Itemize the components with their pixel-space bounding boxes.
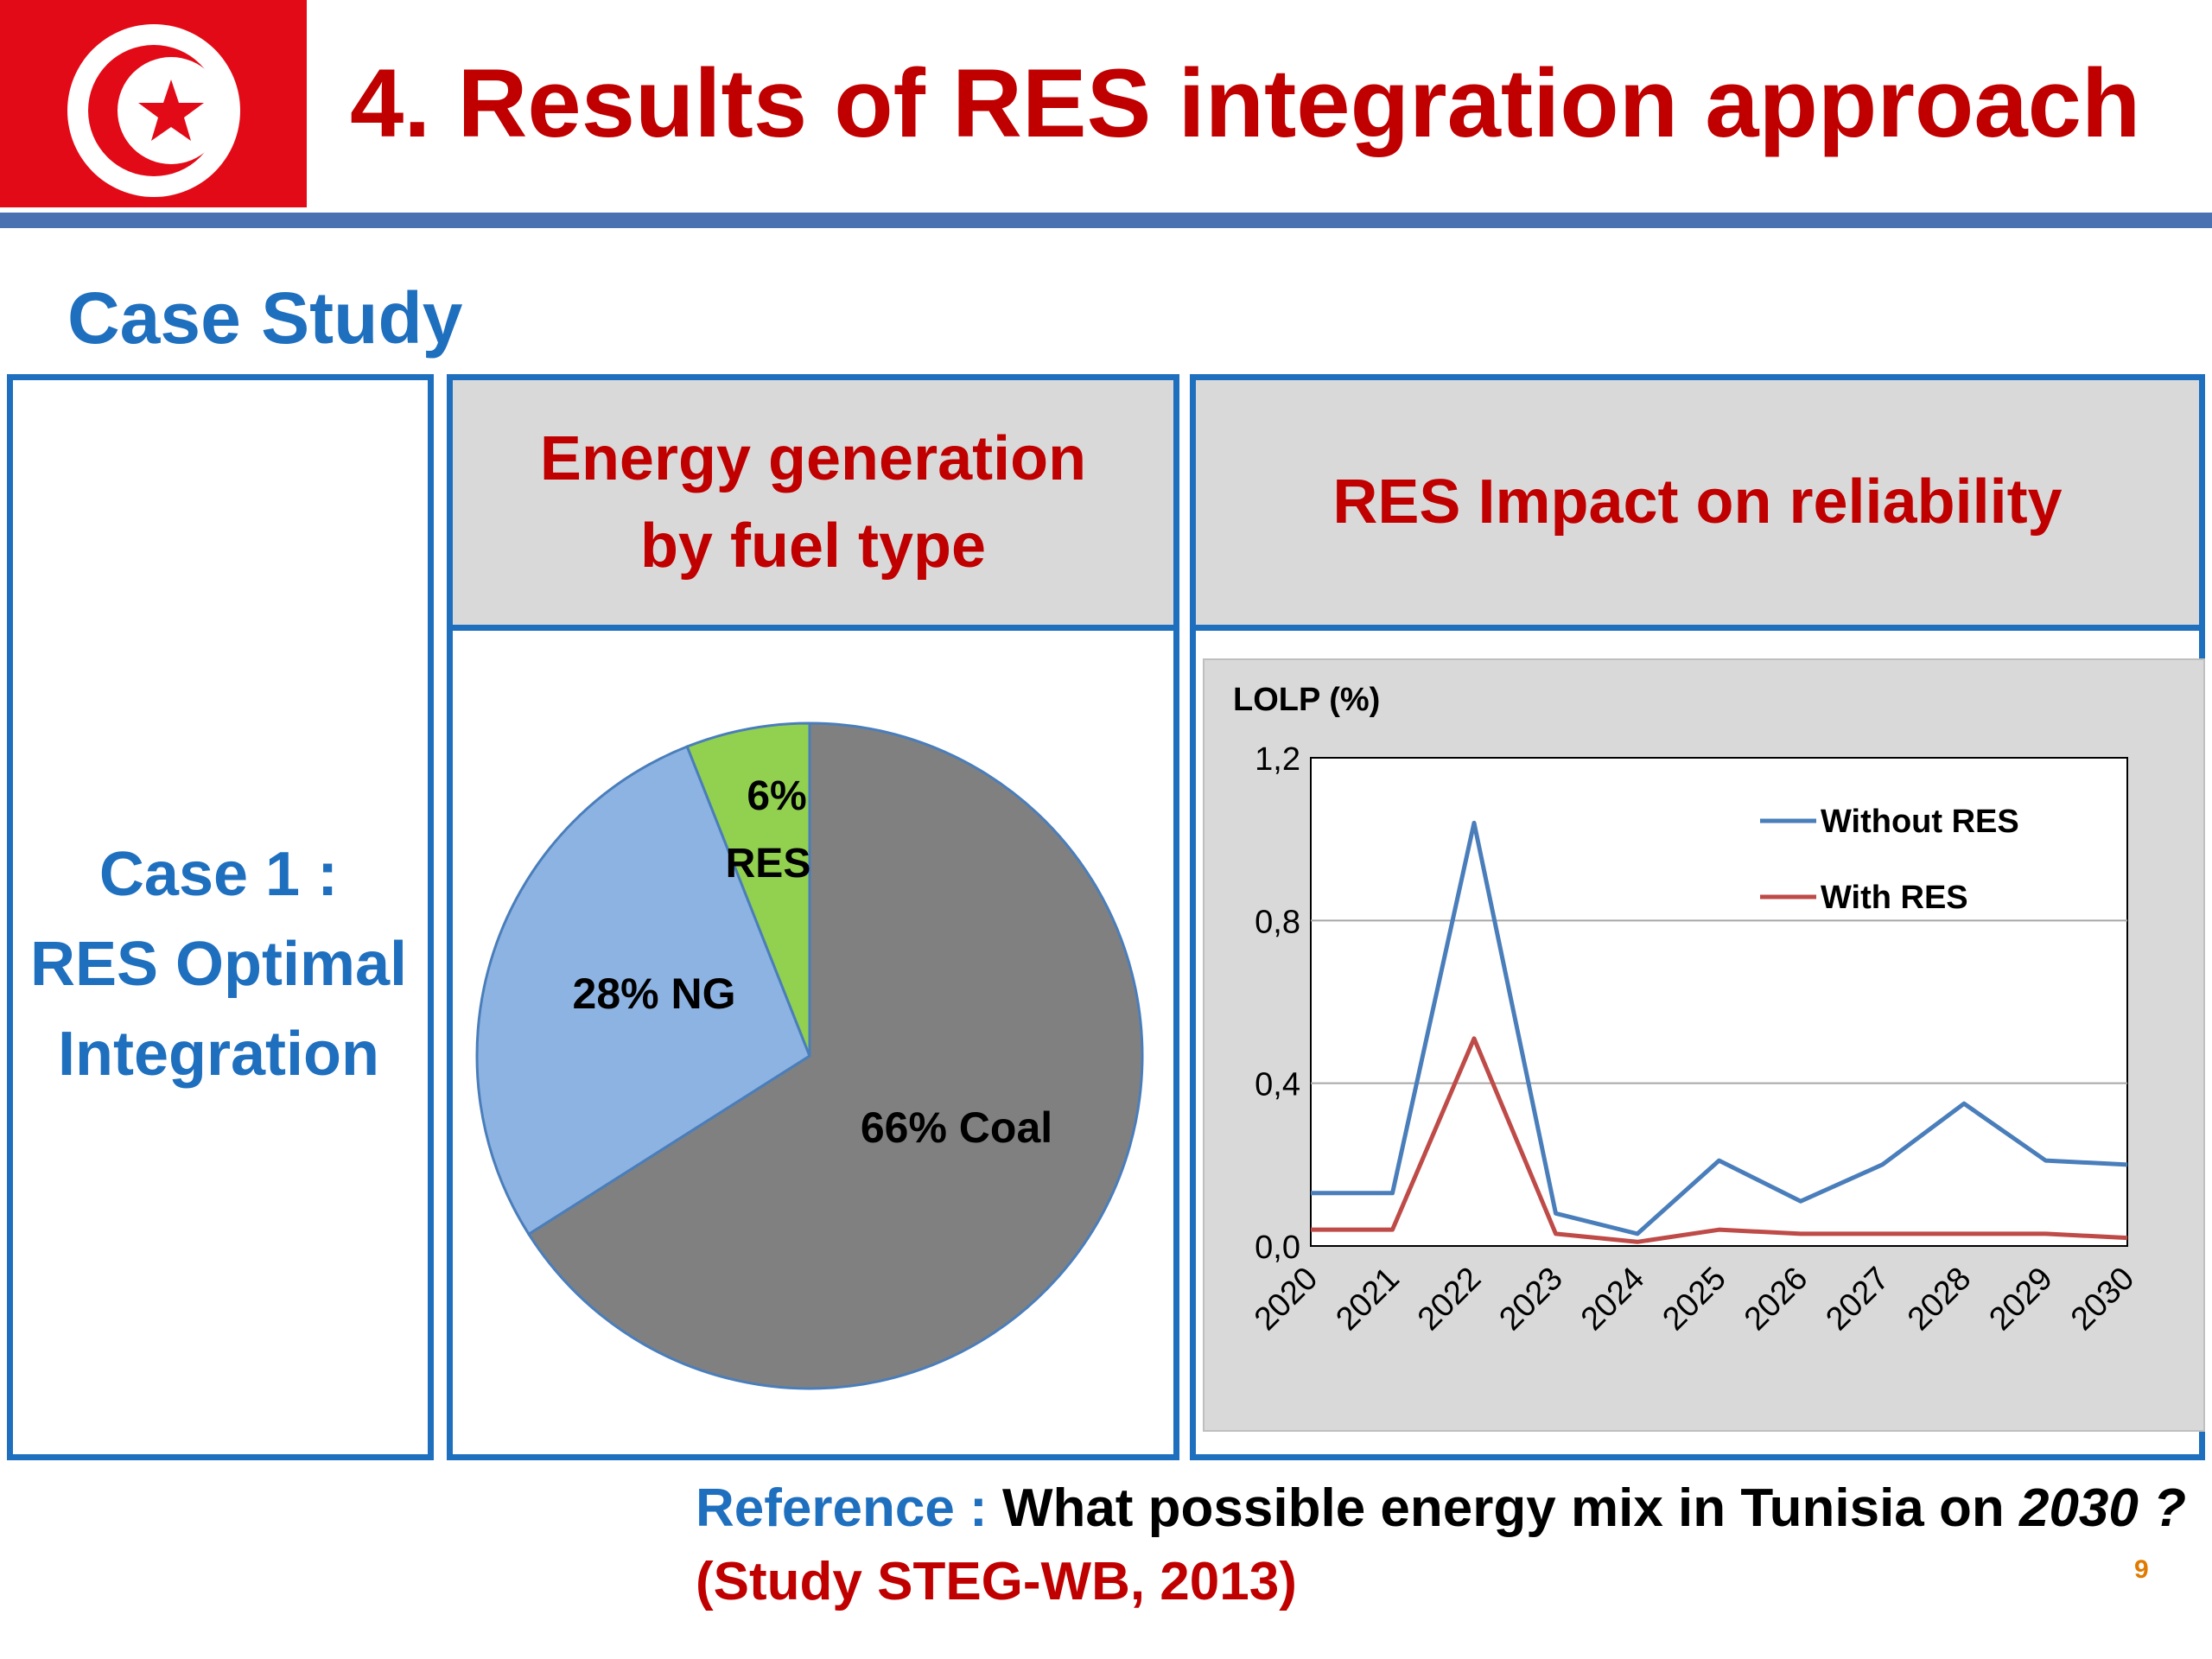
line-chart: 0,0 0,4 0,8 1,2 LOLP (%) 2020 2021 2022 2023 2024… [1233,682,2141,1338]
x-tick-label: 2030 [2064,1261,2141,1338]
x-tick-label: 2020 [1248,1261,1325,1338]
reliability-header-text: RES Impact on reliability [1332,467,2063,537]
x-tick-label: 2027 [1819,1261,1896,1338]
energy-header-line2: by fuel type [639,511,987,581]
pie-label-res-line1: 6% [747,773,806,819]
slide-title: 4. Results of RES integration approach [350,49,2141,157]
x-tick-label: 2022 [1411,1261,1488,1338]
x-tick-label: 2028 [1901,1261,1978,1338]
y-tick-label: 0,8 [1255,904,1300,940]
x-tick-label: 2025 [1656,1261,1732,1338]
reliability-panel-header: RES Impact on reliability [1190,374,2205,631]
tunisia-flag-emblem [67,24,240,197]
reference-year: 2030 ? [2018,1478,2186,1538]
x-tick-label: 2021 [1329,1261,1406,1338]
pie-label-ng: 28% NG [573,969,736,1018]
y-tick-label: 1,2 [1255,741,1300,778]
case-label-line1: Case 1 : [99,840,339,909]
case-label: Case 1 : RES Optimal Integration [7,830,430,1099]
legend-label: With RES [1821,880,1968,916]
page-number: 9 [2134,1555,2149,1584]
case-label-line2: RES Optimal [29,930,408,999]
pie-slice-coal [526,721,1144,1390]
reference-source: (Study STEG-WB, 2013) [696,1552,1297,1611]
x-tick-label: 2023 [1492,1261,1569,1338]
y-tick-label: 0,0 [1255,1230,1300,1266]
pie-label-res-line2: RES [726,841,811,887]
energy-panel-header: Energy generation by fuel type [447,374,1179,631]
case-panel [7,374,434,1460]
energy-header-line1: Energy generation [539,423,1087,493]
tunisia-flag [0,0,307,207]
case-label-line3: Integration [58,1020,379,1089]
x-tick-label: 2024 [1574,1261,1651,1338]
series-line-without-res [1311,820,2128,1236]
pie-slice-res [685,721,811,1057]
reference-line: Reference : What possible energy mix in … [696,1478,2186,1539]
pie-chart: 66% Coal 28% NG 6% RES [475,721,1144,1390]
title-divider [0,213,2212,228]
y-axis-label: LOLP (%) [1233,682,1380,718]
pie-slice-ng [475,745,811,1236]
reference-label: Reference : [696,1478,1002,1538]
x-tick-label: 2029 [1982,1261,2059,1338]
reference-text: What possible energy mix in Tunisia on [1001,1478,2019,1538]
series-line-with-res [1311,1036,2128,1244]
y-tick-label: 0,4 [1255,1067,1300,1103]
section-subtitle: Case Study [67,277,463,359]
x-tick-label: 2026 [1738,1261,1815,1338]
legend-label: Without RES [1821,804,2019,840]
plot-area [1310,757,2128,1247]
pie-label-coal: 66% Coal [861,1103,1052,1152]
